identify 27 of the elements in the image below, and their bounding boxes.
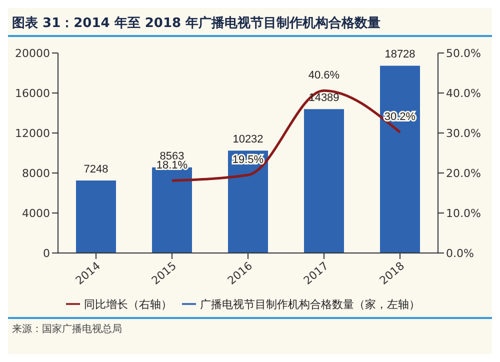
bar [304,109,344,253]
data-label: 14389 [308,92,340,104]
bar [152,167,192,253]
data-label: 19.5% [232,154,264,166]
chart-title: 图表 31：2014 年至 2018 年广播电视节目制作机构合格数量 [8,8,492,37]
y-tick-label: 0 [43,246,50,260]
legend-label: 广播电视节目制作机构合格数量（家，左轴） [200,298,420,311]
y2-tick-label: 20.0% [446,166,481,180]
y-tick-label: 4000 [22,206,50,220]
data-label: 7248 [84,164,108,176]
y2-tick-label: 0.0% [446,246,474,260]
legend-label: 同比增长（右轴） [84,298,172,311]
y2-tick-label: 10.0% [446,206,481,220]
data-label: 30.2% [384,111,416,124]
y2-tick-label: 40.0% [446,86,481,100]
data-label: 18728 [384,48,416,61]
data-label: 10232 [232,134,264,146]
y-tick-label: 20000 [15,46,50,60]
data-label: 40.6% [308,70,340,82]
y-tick-label: 8000 [22,166,50,180]
y2-tick-label: 30.0% [446,126,481,140]
source-note: 来源：国家广播电视总局 [12,322,123,336]
y2-tick-label: 50.0% [446,46,481,60]
bar [380,66,420,253]
y-tick-label: 12000 [15,126,50,140]
y-tick-label: 16000 [15,86,50,100]
bar [76,180,116,253]
